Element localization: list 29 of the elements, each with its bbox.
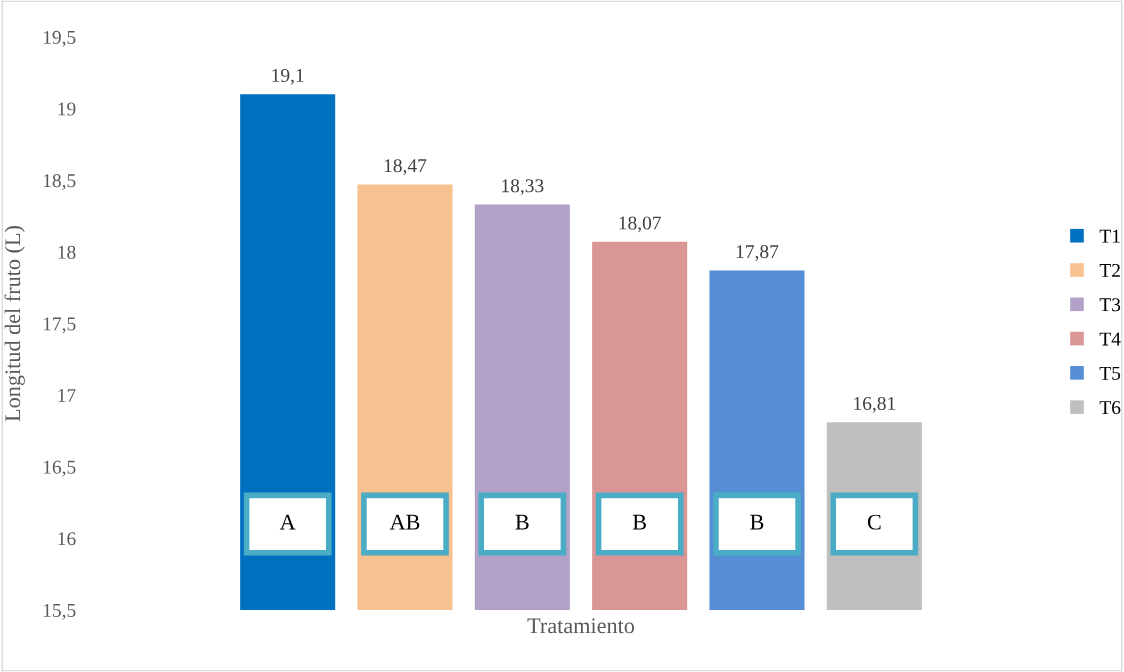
data-label: 17,87	[736, 245, 779, 262]
data-label: 18,33	[502, 179, 544, 196]
y-tick-label: 19	[58, 102, 76, 116]
legend-label: T3	[1099, 298, 1121, 312]
legend-label: T5	[1099, 366, 1121, 380]
legend-label: T1	[1099, 229, 1120, 243]
y-tick-label: 19,5	[43, 30, 76, 47]
annotation: C	[867, 514, 881, 530]
legend-label: T4	[1099, 332, 1121, 346]
annotation: B	[515, 514, 529, 530]
legend-label: T6	[1099, 401, 1121, 415]
data-label: 19,1	[272, 68, 304, 85]
x-axis-title: Tratamiento	[527, 618, 635, 634]
y-tick-label: 18	[58, 245, 76, 259]
annotation: AB	[389, 514, 420, 530]
y-tick-label: 15,5	[43, 603, 76, 620]
y-tick-label: 17	[58, 389, 76, 402]
annotation: B	[750, 514, 764, 530]
legend-label: T2	[1099, 263, 1120, 277]
y-tick-label: 17,5	[43, 317, 76, 334]
y-tick-label: 16	[58, 532, 76, 546]
y-tick-label: 18,5	[43, 174, 76, 190]
data-label: 18,47	[384, 159, 427, 176]
annotation: B	[632, 514, 646, 530]
data-label: 16,81	[854, 396, 896, 413]
y-axis-title: Longitud del fruto (L)	[4, 226, 25, 422]
data-label: 18,07	[619, 216, 661, 233]
y-tick-label: 16,5	[43, 460, 76, 477]
annotation: A	[279, 514, 296, 530]
